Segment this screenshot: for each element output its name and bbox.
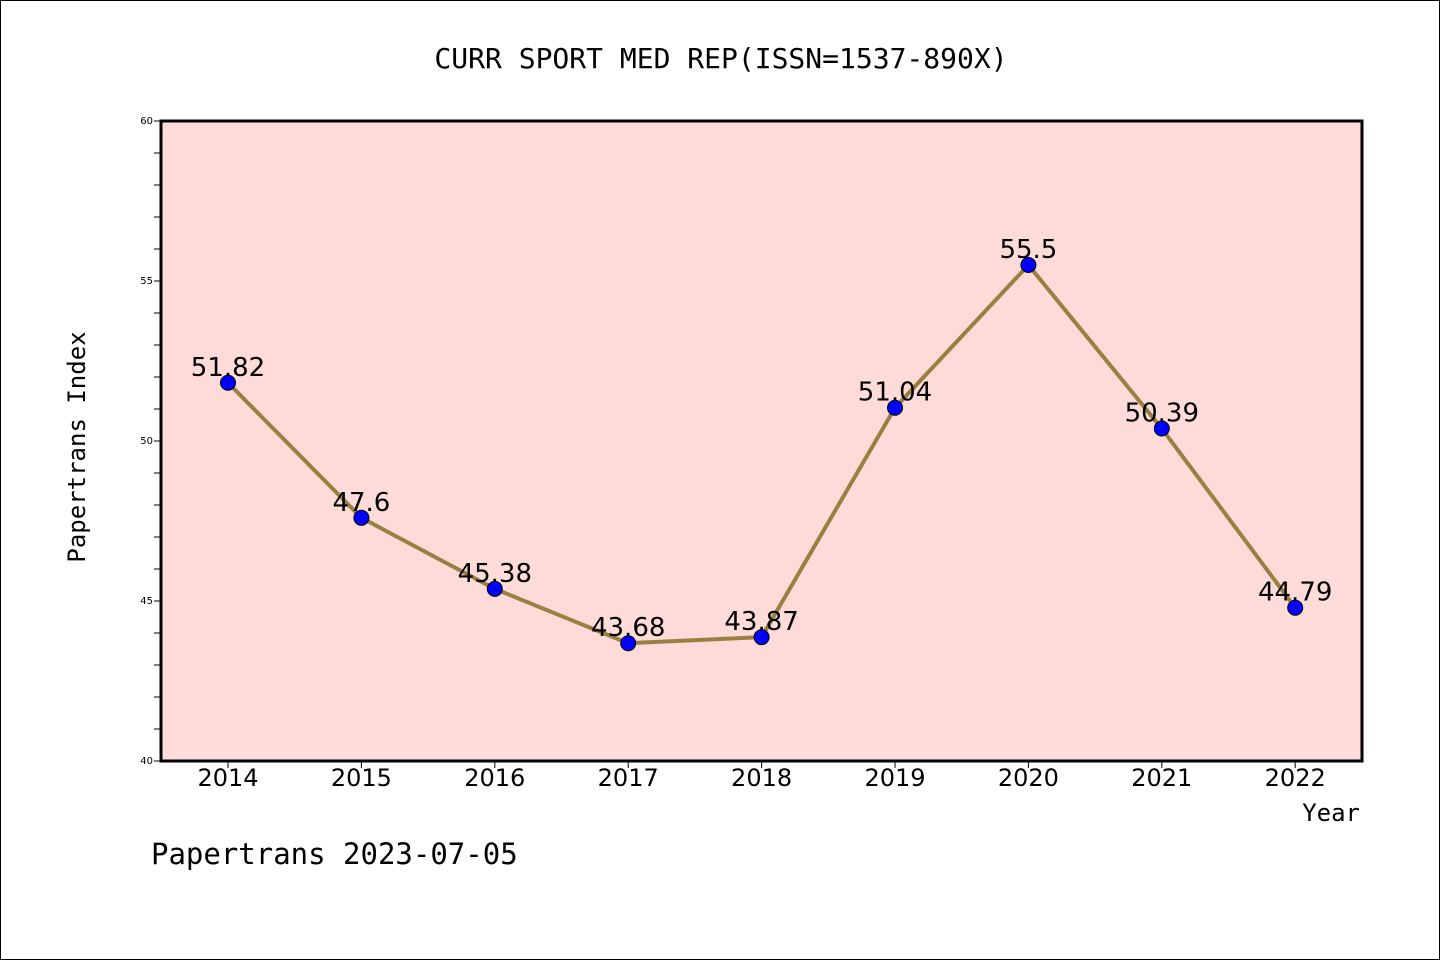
- x-tick-label: 2018: [731, 764, 792, 792]
- x-tick-label: 2020: [998, 764, 1059, 792]
- data-value-label: 51.82: [191, 353, 265, 383]
- data-value-label: 44.79: [1258, 578, 1332, 608]
- x-tick-label: 2022: [1265, 764, 1326, 792]
- chart-title: CURR SPORT MED REP(ISSN=1537-890X): [434, 42, 1007, 75]
- y-tick-label: 40: [140, 756, 153, 767]
- data-point-marker: [753, 629, 770, 646]
- x-tick-label: 2015: [331, 764, 392, 792]
- data-point-marker: [1153, 420, 1170, 437]
- data-point-marker: [220, 374, 236, 391]
- data-point-marker: [620, 635, 637, 652]
- x-tick-label: 2014: [197, 764, 258, 792]
- data-point-marker: [1287, 599, 1304, 616]
- data-value-label: 45.38: [458, 559, 532, 589]
- x-tick-label: 2016: [464, 764, 525, 792]
- data-labels: 51.82 47.6 45.38 43.68 43.87 51.04 55.5 50.39 44…: [191, 235, 1333, 643]
- y-axis-title: Papertrans Index: [63, 331, 91, 562]
- x-tick-label: 2019: [864, 764, 925, 792]
- x-axis-title: Year: [1302, 799, 1360, 827]
- data-value-label: 55.5: [999, 235, 1057, 265]
- data-point-marker: [1020, 257, 1037, 273]
- data-markers: [220, 257, 1304, 652]
- y-tick-label: 45: [140, 596, 153, 607]
- data-value-label: 43.68: [591, 613, 665, 643]
- data-point-marker: [486, 580, 503, 597]
- y-tick-label: 60: [140, 116, 153, 127]
- x-tick-label: 2017: [598, 764, 659, 792]
- plot-area: [159, 119, 1364, 763]
- x-axis: 2014 2015 2016 2017 2018 2019 2020 2021 2022: [197, 761, 1326, 792]
- y-tick-label: 55: [140, 276, 153, 287]
- data-value-label: 51.04: [858, 378, 932, 408]
- data-value-label: 50.39: [1125, 399, 1199, 429]
- y-tick-label: 50: [140, 436, 153, 447]
- data-value-label: 43.87: [724, 607, 798, 637]
- y-axis: 40 45 50 55 60: [140, 116, 161, 767]
- data-point-marker: [887, 399, 903, 416]
- x-tick-label: 2021: [1131, 764, 1192, 792]
- data-point-marker: [353, 509, 370, 526]
- data-value-label: 47.6: [332, 488, 390, 518]
- footer-date-stamp: Papertrans 2023-07-05: [151, 837, 518, 871]
